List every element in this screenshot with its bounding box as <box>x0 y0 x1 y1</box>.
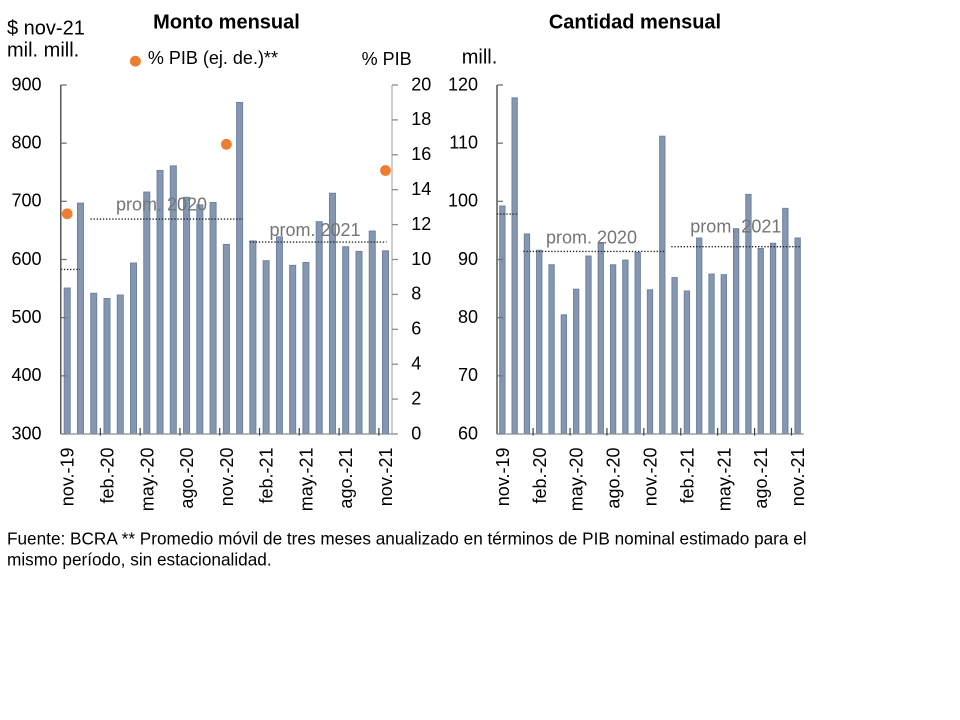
svg-text:may.-20: may.-20 <box>567 448 587 512</box>
svg-text:20: 20 <box>411 74 431 94</box>
svg-text:mill.: mill. <box>462 47 498 69</box>
svg-text:feb.-21: feb.-21 <box>677 448 697 504</box>
svg-text:nov.-19: nov.-19 <box>58 448 78 507</box>
svg-text:% PIB (ej. de.)**: % PIB (ej. de.)** <box>148 48 278 68</box>
svg-text:% PIB: % PIB <box>362 49 412 69</box>
svg-text:prom. 2021: prom. 2021 <box>270 220 361 240</box>
svg-text:Cantidad mensual: Cantidad mensual <box>549 12 721 34</box>
svg-text:nov.-19: nov.-19 <box>493 448 513 507</box>
svg-text:600: 600 <box>11 249 41 269</box>
svg-text:may.-20: may.-20 <box>137 448 157 512</box>
svg-text:8: 8 <box>411 284 421 304</box>
svg-text:mismo período, sin estacionali: mismo período, sin estacionalidad. <box>7 550 272 570</box>
svg-text:70: 70 <box>458 365 478 385</box>
svg-text:ago.-20: ago.-20 <box>177 448 197 509</box>
svg-text:Monto mensual: Monto mensual <box>153 12 300 34</box>
svg-text:16: 16 <box>411 144 431 164</box>
svg-text:100: 100 <box>448 191 478 211</box>
svg-text:ago.-21: ago.-21 <box>751 448 771 509</box>
svg-text:0: 0 <box>411 423 421 443</box>
svg-text:60: 60 <box>458 423 478 443</box>
svg-text:2: 2 <box>411 388 421 408</box>
svg-text:nov.-21: nov.-21 <box>788 448 808 507</box>
svg-text:90: 90 <box>458 249 478 269</box>
svg-text:prom. 2020: prom. 2020 <box>546 228 637 248</box>
svg-text:500: 500 <box>11 307 41 327</box>
svg-text:120: 120 <box>448 74 478 94</box>
svg-text:80: 80 <box>458 307 478 327</box>
svg-text:nov.-20: nov.-20 <box>217 448 237 507</box>
svg-text:may.-21: may.-21 <box>296 448 316 512</box>
svg-text:18: 18 <box>411 109 431 129</box>
svg-text:nov.-21: nov.-21 <box>376 448 396 507</box>
svg-text:prom. 2020: prom. 2020 <box>116 195 207 215</box>
svg-text:mil. mill.: mil. mill. <box>7 40 79 62</box>
svg-text:14: 14 <box>411 179 431 199</box>
svg-text:feb.-20: feb.-20 <box>98 448 118 504</box>
svg-text:ago.-20: ago.-20 <box>604 448 624 509</box>
svg-text:10: 10 <box>411 249 431 269</box>
svg-text:$ nov-21: $ nov-21 <box>7 17 85 39</box>
svg-text:6: 6 <box>411 319 421 339</box>
svg-text:12: 12 <box>411 214 431 234</box>
svg-text:prom. 2021: prom. 2021 <box>690 216 781 236</box>
svg-text:110: 110 <box>449 133 478 153</box>
svg-text:800: 800 <box>11 133 41 153</box>
svg-text:4: 4 <box>411 354 421 374</box>
svg-text:400: 400 <box>11 365 41 385</box>
svg-text:may.-21: may.-21 <box>714 448 734 512</box>
svg-text:nov.-20: nov.-20 <box>641 448 661 507</box>
svg-text:300: 300 <box>11 423 41 443</box>
svg-text:feb.-21: feb.-21 <box>257 448 277 504</box>
svg-text:Fuente: BCRA ** Promedio móvil: Fuente: BCRA ** Promedio móvil de tres m… <box>7 529 807 549</box>
svg-text:900: 900 <box>11 74 41 94</box>
svg-text:feb.-20: feb.-20 <box>530 448 550 504</box>
svg-text:700: 700 <box>11 191 41 211</box>
svg-text:ago.-21: ago.-21 <box>336 448 356 509</box>
